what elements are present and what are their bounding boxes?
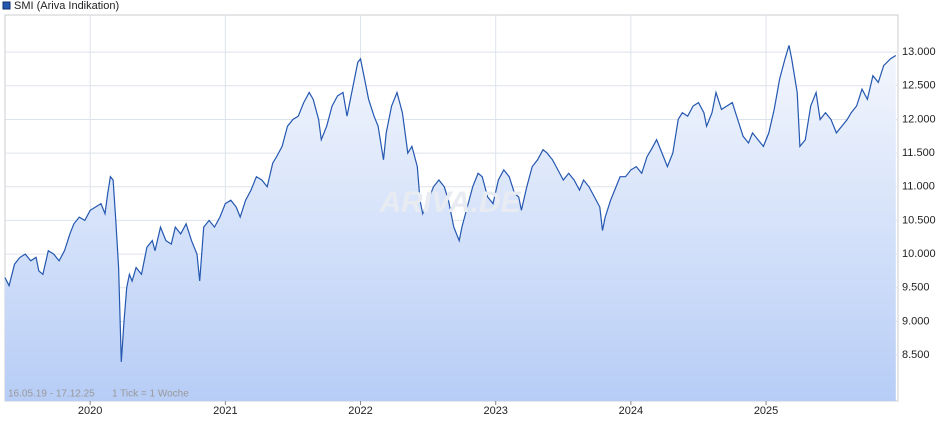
area xyxy=(5,45,896,402)
legend-label: SMI (Ariva Indikation) xyxy=(14,0,119,12)
y-tick-label: 11.000 xyxy=(902,181,935,193)
line xyxy=(4,45,897,362)
x-tick-label: 2020 xyxy=(78,405,102,417)
x-tick-label: 2023 xyxy=(483,405,507,417)
y-tick-label: 11.500 xyxy=(902,147,935,159)
y-tick-label: 9.500 xyxy=(902,282,930,294)
x-tick-label: 2022 xyxy=(348,405,372,417)
y-tick-label: 12.000 xyxy=(902,113,936,125)
watermark: ARIVA.DE xyxy=(378,186,521,219)
legend-swatch xyxy=(2,1,11,10)
x-tick-label: 2021 xyxy=(213,405,237,417)
y-tick-label: 12.500 xyxy=(902,80,936,92)
y-tick-label: 8.500 xyxy=(902,349,930,361)
footer-range: 16.05.19 - 17.12.25 xyxy=(8,389,95,400)
y-tick-label: 13.000 xyxy=(902,46,936,58)
footer-interval: 1 Tick = 1 Woche xyxy=(112,389,189,400)
y-tick-label: 10.500 xyxy=(902,214,936,226)
y-tick-label: 10.000 xyxy=(902,248,936,260)
x-tick-label: 2025 xyxy=(754,405,778,417)
x-tick-label: 2024 xyxy=(619,405,643,417)
y-tick-label: 9.000 xyxy=(902,315,930,327)
